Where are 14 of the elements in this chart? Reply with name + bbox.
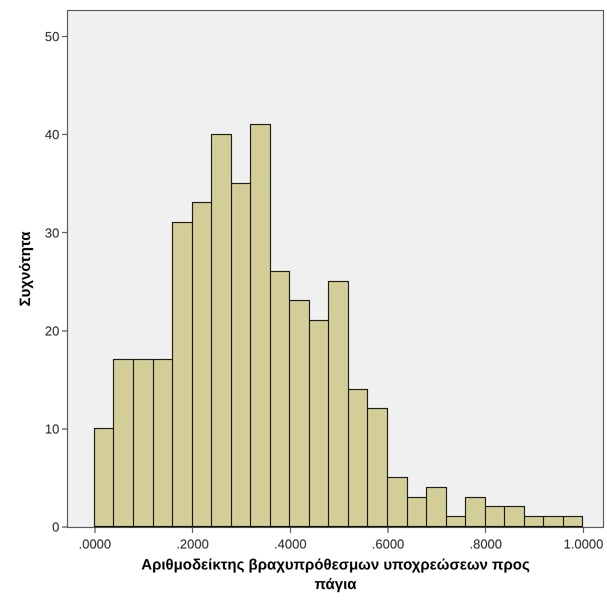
y-tick-label: 30: [44, 225, 60, 240]
x-tick-label: .6000: [372, 536, 404, 552]
y-tick-label: 40: [44, 127, 60, 142]
x-tick-label: .0000: [78, 536, 112, 552]
y-tick-label: 10: [44, 421, 60, 436]
x-tick-label: 1.0000: [564, 536, 604, 552]
y-axis-title: Συχνότητα: [17, 230, 34, 306]
y-tick-label: 0: [52, 520, 60, 535]
y-tick-label: 50: [44, 29, 60, 44]
y-tick-label: 20: [44, 323, 60, 338]
x-tick-label: .2000: [176, 536, 209, 552]
x-axis-title: Αριθμοδείκτης βραχυπρόθεσμων υποχρεώσεων προς πάγια: [141, 556, 530, 594]
x-tick-label: .8000: [469, 536, 502, 552]
x-tick-label: .4000: [274, 536, 307, 552]
